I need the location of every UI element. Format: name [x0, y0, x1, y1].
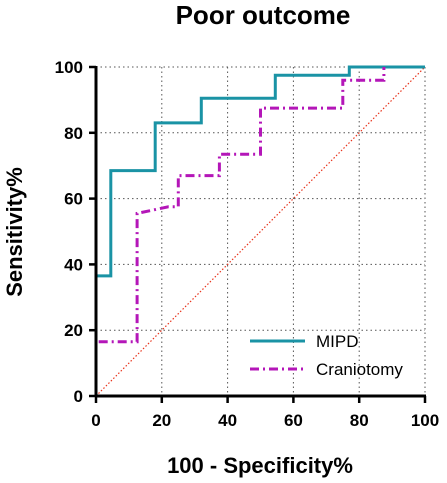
reference-line-layer — [95, 66, 426, 397]
series-line-craniotomy — [94, 67, 386, 396]
x-tick-label: 60 — [284, 411, 303, 430]
y-tick-label: 20 — [64, 321, 83, 340]
x-tick-label: 40 — [218, 411, 237, 430]
y-tick-label: 80 — [64, 124, 83, 143]
x-tick-label: 20 — [152, 411, 171, 430]
legend: MIPD Craniotomy — [250, 332, 403, 379]
x-tick-label: 80 — [350, 411, 369, 430]
x-tick-label: 100 — [411, 411, 439, 430]
x-tick-label: 0 — [91, 411, 100, 430]
x-axis-title: 100 - Specificity% — [167, 453, 353, 478]
y-tick-label: 0 — [74, 387, 83, 406]
chart-title: Poor outcome — [176, 0, 351, 30]
tick-labels: 0 20 40 60 80 100 0 20 40 60 80 100 — [55, 58, 440, 430]
legend-label-craniotomy: Craniotomy — [316, 360, 403, 379]
series-layer — [94, 65, 425, 396]
y-tick-label: 40 — [64, 255, 83, 274]
y-axis-title: Sensitivity% — [2, 167, 27, 297]
axes — [89, 65, 427, 403]
legend-label-mipd: MIPD — [316, 332, 359, 351]
reference-diagonal-line — [95, 66, 426, 397]
series-line-mipd — [94, 65, 425, 396]
y-tick-label: 100 — [55, 58, 83, 77]
y-tick-label: 60 — [64, 190, 83, 209]
